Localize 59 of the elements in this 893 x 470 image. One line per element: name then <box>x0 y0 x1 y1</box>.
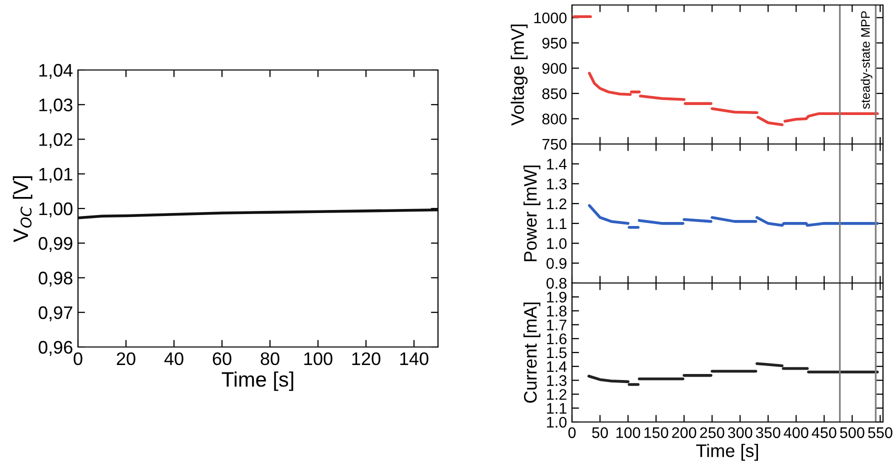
x-tick-label: 0 <box>74 352 82 366</box>
x-tick-label: 250 <box>700 427 724 438</box>
x-axis-title: Time [s] <box>696 444 758 461</box>
x-tick-label: 120 <box>352 352 380 366</box>
y-tick-label: 0,97 <box>38 306 72 322</box>
y-tick-label: 0,98 <box>38 272 72 287</box>
y-tick-label: 0.9 <box>546 258 566 269</box>
x-tick-label: 40 <box>164 352 184 366</box>
y-tick-label: 1.5 <box>547 348 566 358</box>
y-tick-label: 1.9 <box>547 292 566 303</box>
y-axis-title: V$_{OC}$ [V] <box>12 176 32 242</box>
y-tick-label: 1.3 <box>547 375 566 386</box>
x-tick-label: 200 <box>672 427 696 438</box>
y-tick-label: 1.4 <box>547 158 567 170</box>
x-tick-label: 450 <box>812 427 836 438</box>
x-tick-label: 400 <box>784 427 808 438</box>
y-tick-label: 1.0 <box>547 238 567 249</box>
x-tick-label: 500 <box>840 427 864 438</box>
x-tick-label: 50 <box>592 427 608 438</box>
y-tick-label: 1000 <box>534 12 567 24</box>
y-tick-label: 1,02 <box>39 133 72 148</box>
x-tick-label: 100 <box>616 427 640 438</box>
y-tick-label: 1,01 <box>39 168 72 183</box>
y-tick-label: 900 <box>542 63 567 74</box>
x-tick-label: 550 <box>868 427 892 438</box>
y-tick-label: 1.4 <box>547 361 567 372</box>
ref-line-label: steady-state MPP <box>860 11 872 109</box>
y-tick-label: 1,00 <box>39 202 72 218</box>
y-tick-label: 1.3 <box>547 178 566 190</box>
x-tick-label: 350 <box>756 427 780 438</box>
y-tick-label: 1.0 <box>547 416 567 428</box>
x-tick-label: 100 <box>304 352 332 366</box>
y-axis-title: Voltage [mV] <box>510 24 528 126</box>
y-tick-label: 1.7 <box>547 320 566 330</box>
y-axis-title: Power [mW] <box>524 166 540 262</box>
x-tick-label: 0 <box>568 427 576 438</box>
x-tick-label: 20 <box>116 352 136 366</box>
y-tick-label: 1,03 <box>39 98 72 114</box>
y-tick-label: 1.1 <box>547 403 566 414</box>
y-tick-label: 850 <box>542 88 567 100</box>
y-tick-label: 0.8 <box>546 278 566 289</box>
y-tick-label: 750 <box>542 138 567 150</box>
y-tick-label: 0,96 <box>38 340 72 356</box>
y-tick-label: 1.8 <box>547 306 566 316</box>
y-tick-label: 1.2 <box>547 198 566 210</box>
x-tick-label: 80 <box>260 352 280 366</box>
x-tick-label: 150 <box>644 427 668 438</box>
y-tick-label: 1.6 <box>547 333 566 344</box>
y-tick-label: 950 <box>542 38 567 49</box>
x-axis-title: Time [s] <box>222 371 294 391</box>
y-tick-label: 1,04 <box>39 64 73 79</box>
x-tick-label: 140 <box>400 352 428 366</box>
x-tick-label: 300 <box>728 427 752 438</box>
y-tick-label: 800 <box>542 114 567 124</box>
y-tick-label: 0,99 <box>38 237 72 252</box>
x-tick-label: 60 <box>212 352 232 366</box>
y-axis-title: Current [mA] <box>524 302 540 403</box>
y-tick-label: 1.1 <box>547 218 566 229</box>
y-tick-label: 1.2 <box>547 389 566 400</box>
